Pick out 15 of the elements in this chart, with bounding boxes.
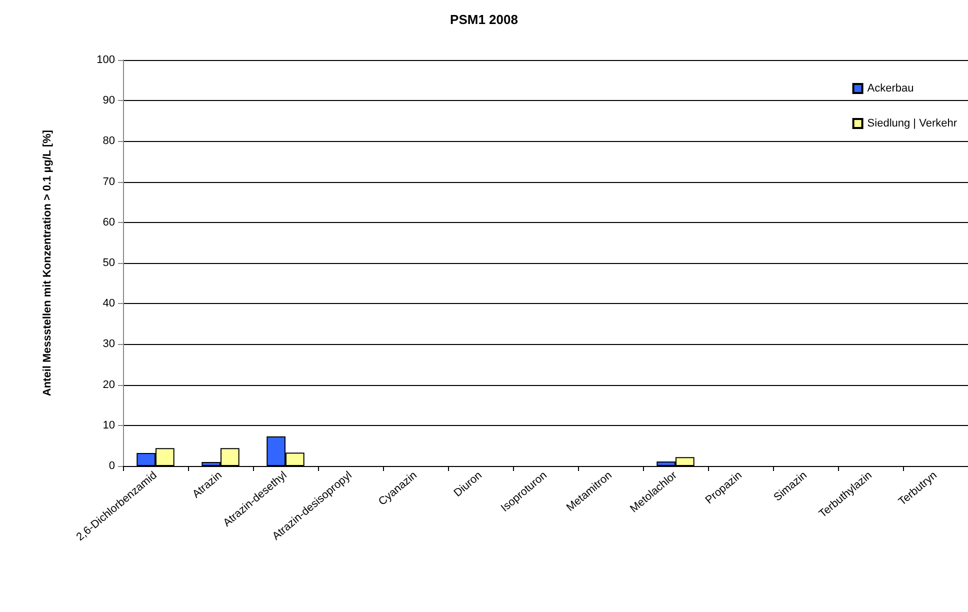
y-tick-label: 0: [108, 460, 115, 472]
y-tick-label: 30: [102, 338, 115, 350]
legend-label: Ackerbau: [867, 82, 914, 94]
y-tick-label: 60: [102, 216, 115, 228]
y-tick-label: 10: [102, 419, 115, 432]
y-tick-label: 40: [102, 298, 115, 310]
y-tick-label: 50: [102, 257, 115, 269]
y-tick-label: 20: [102, 378, 115, 391]
y-tick-label: 100: [96, 54, 115, 66]
chart-title: PSM1 2008: [450, 12, 518, 27]
y-tick-label: 90: [102, 94, 115, 107]
y-tick-label: 80: [102, 135, 115, 148]
legend-label: Siedlung | Verkehr: [867, 118, 958, 130]
y-tick-label: 70: [102, 176, 115, 188]
y-axis-title: Anteil Messstellen mit Konzentration > 0.1 µg/L [%]: [42, 130, 54, 396]
